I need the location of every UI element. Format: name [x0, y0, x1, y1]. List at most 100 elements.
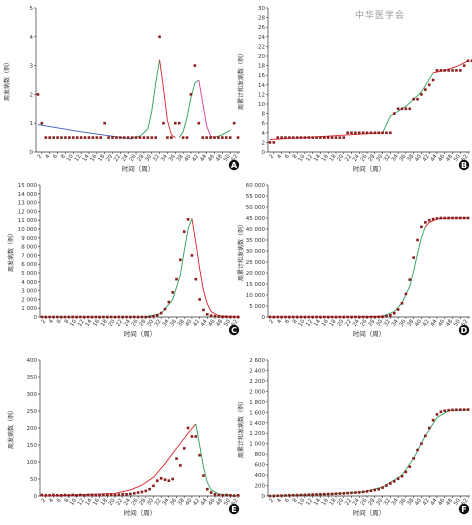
data-point: [280, 315, 283, 319]
y-tick-label: 400: [27, 358, 38, 364]
x-tick-label: 20: [105, 153, 114, 163]
x-tick-label: 24: [352, 497, 361, 507]
fit-curve-green: [195, 423, 239, 497]
data-point: [224, 136, 228, 139]
x-tick-label: 46: [437, 497, 446, 507]
data-point: [202, 308, 205, 312]
chart-panel-f: 0 200 400 600 800 1 000 1 200 1 400 1 600 1 800 2 …: [237, 358, 470, 517]
data-point: [381, 315, 384, 318]
fit-curve-red: [269, 132, 383, 140]
x-tick-label: 16: [321, 153, 330, 163]
data-point: [361, 315, 365, 319]
data-point: [272, 494, 276, 498]
x-tick-label: 4: [276, 318, 283, 325]
data-point: [451, 408, 454, 412]
data-point: [338, 315, 342, 319]
data-point: [213, 493, 217, 496]
data-point: [44, 136, 48, 139]
data-point: [466, 59, 470, 63]
x-tick-label: 42: [422, 154, 431, 163]
data-point: [229, 494, 232, 497]
data-point: [420, 93, 423, 96]
x-tick-label: 16: [321, 318, 330, 328]
data-point: [307, 493, 311, 496]
data-point: [357, 491, 361, 494]
data-point: [190, 435, 194, 438]
x-tick-label: 8: [64, 318, 71, 325]
data-point: [385, 131, 388, 135]
data-point: [458, 408, 462, 411]
x-tick-label: 4: [44, 153, 51, 160]
x-tick-label: 4: [48, 318, 55, 325]
x-tick-label: 20: [336, 318, 345, 328]
x-tick-label: 34: [160, 153, 169, 163]
data-point: [424, 88, 427, 91]
data-point: [431, 418, 435, 422]
x-tick-label: 34: [162, 497, 171, 507]
x-tick-label: 20: [336, 153, 345, 163]
data-point: [130, 136, 134, 139]
x-tick-label: 48: [445, 153, 454, 163]
x-tick-label: 8: [64, 497, 71, 504]
data-point: [106, 493, 109, 496]
data-point: [181, 136, 185, 139]
data-point: [369, 489, 373, 493]
data-point: [146, 136, 150, 139]
data-point: [466, 408, 470, 411]
data-point: [377, 315, 381, 319]
data-point: [206, 313, 209, 316]
data-point: [435, 217, 439, 220]
data-point: [221, 315, 224, 319]
data-point: [307, 315, 311, 319]
x-tick-label: 40: [185, 497, 194, 507]
data-point: [198, 453, 201, 457]
x-tick-label: 24: [352, 153, 361, 163]
data-point: [323, 315, 326, 319]
data-point: [288, 315, 291, 319]
data-point: [272, 141, 276, 144]
y-tick-label: 6: [262, 121, 266, 127]
y-tick-label: 14: [258, 83, 265, 89]
y-tick-label: 600: [255, 463, 266, 469]
x-tick-label: 46: [437, 318, 446, 328]
y-tick-label: 10 000: [246, 293, 266, 299]
y-tick-label: 2 000: [21, 297, 37, 303]
y-tick-label: 50: [30, 477, 37, 483]
x-tick-label: 52: [231, 319, 240, 328]
data-point: [59, 494, 63, 497]
x-tick-label: 40: [414, 318, 423, 328]
data-point: [350, 315, 353, 319]
data-point: [44, 494, 48, 497]
y-tick-label: 22: [258, 44, 265, 50]
data-point: [82, 494, 86, 497]
y-tick-label: 1 000: [249, 442, 265, 448]
data-point: [40, 315, 44, 319]
y-tick-label: 3: [30, 64, 34, 70]
x-tick-label: 16: [92, 318, 101, 328]
x-tick-label: 2: [269, 154, 276, 160]
data-point: [381, 486, 384, 489]
x-tick-label: 36: [169, 497, 178, 507]
data-point: [173, 121, 177, 125]
data-point: [126, 136, 130, 139]
data-point: [354, 315, 357, 319]
data-point: [373, 315, 377, 319]
data-point: [416, 97, 419, 101]
data-point: [272, 315, 276, 319]
y-tick-label: 35 000: [246, 238, 266, 244]
data-point: [59, 315, 63, 319]
data-point: [396, 308, 400, 311]
data-point: [228, 136, 232, 139]
data-point: [56, 136, 59, 139]
data-point: [346, 491, 349, 495]
data-point: [213, 314, 217, 318]
data-point: [56, 494, 59, 497]
data-point: [36, 93, 40, 96]
data-point: [140, 315, 144, 319]
data-point: [396, 107, 400, 111]
data-point: [52, 315, 55, 319]
fit-curve-green: [132, 59, 161, 139]
data-point: [167, 479, 171, 482]
data-point: [40, 121, 44, 125]
